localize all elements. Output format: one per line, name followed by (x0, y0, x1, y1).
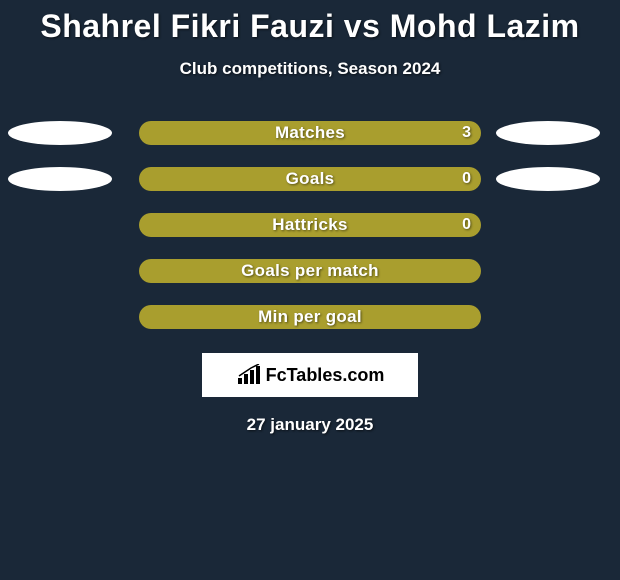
brand-box: FcTables.com (202, 353, 418, 397)
stat-row: Hattricks 0 (0, 213, 620, 237)
stat-value: 0 (462, 216, 471, 234)
brand-inner: FcTables.com (236, 364, 385, 386)
stat-label: Hattricks (272, 215, 347, 235)
stat-bar: Min per goal (139, 305, 481, 329)
right-player-marker (496, 121, 600, 145)
stat-bar: Goals 0 (139, 167, 481, 191)
stat-rows: Matches 3 Goals 0 Hattricks 0 Goals per match M… (0, 121, 620, 329)
stat-bar: Matches 3 (139, 121, 481, 145)
comparison-widget: Shahrel Fikri Fauzi vs Mohd Lazim Club c… (0, 0, 620, 435)
stat-value: 0 (462, 170, 471, 188)
stat-row: Matches 3 (0, 121, 620, 145)
stat-label: Goals per match (241, 261, 379, 281)
stat-label: Min per goal (258, 307, 362, 327)
stat-label: Goals (286, 169, 335, 189)
left-player-marker (8, 167, 112, 191)
stat-bar: Hattricks 0 (139, 213, 481, 237)
right-player-marker (496, 167, 600, 191)
stat-row: Min per goal (0, 305, 620, 329)
stat-row: Goals 0 (0, 167, 620, 191)
stat-value: 3 (462, 124, 471, 142)
date-text: 27 january 2025 (0, 415, 620, 435)
brand-text: FcTables.com (266, 365, 385, 386)
left-player-marker (8, 121, 112, 145)
page-title: Shahrel Fikri Fauzi vs Mohd Lazim (0, 8, 620, 45)
stat-row: Goals per match (0, 259, 620, 283)
subtitle: Club competitions, Season 2024 (0, 59, 620, 79)
stat-bar: Goals per match (139, 259, 481, 283)
brand-chart-icon (236, 364, 262, 386)
stat-label: Matches (275, 123, 345, 143)
